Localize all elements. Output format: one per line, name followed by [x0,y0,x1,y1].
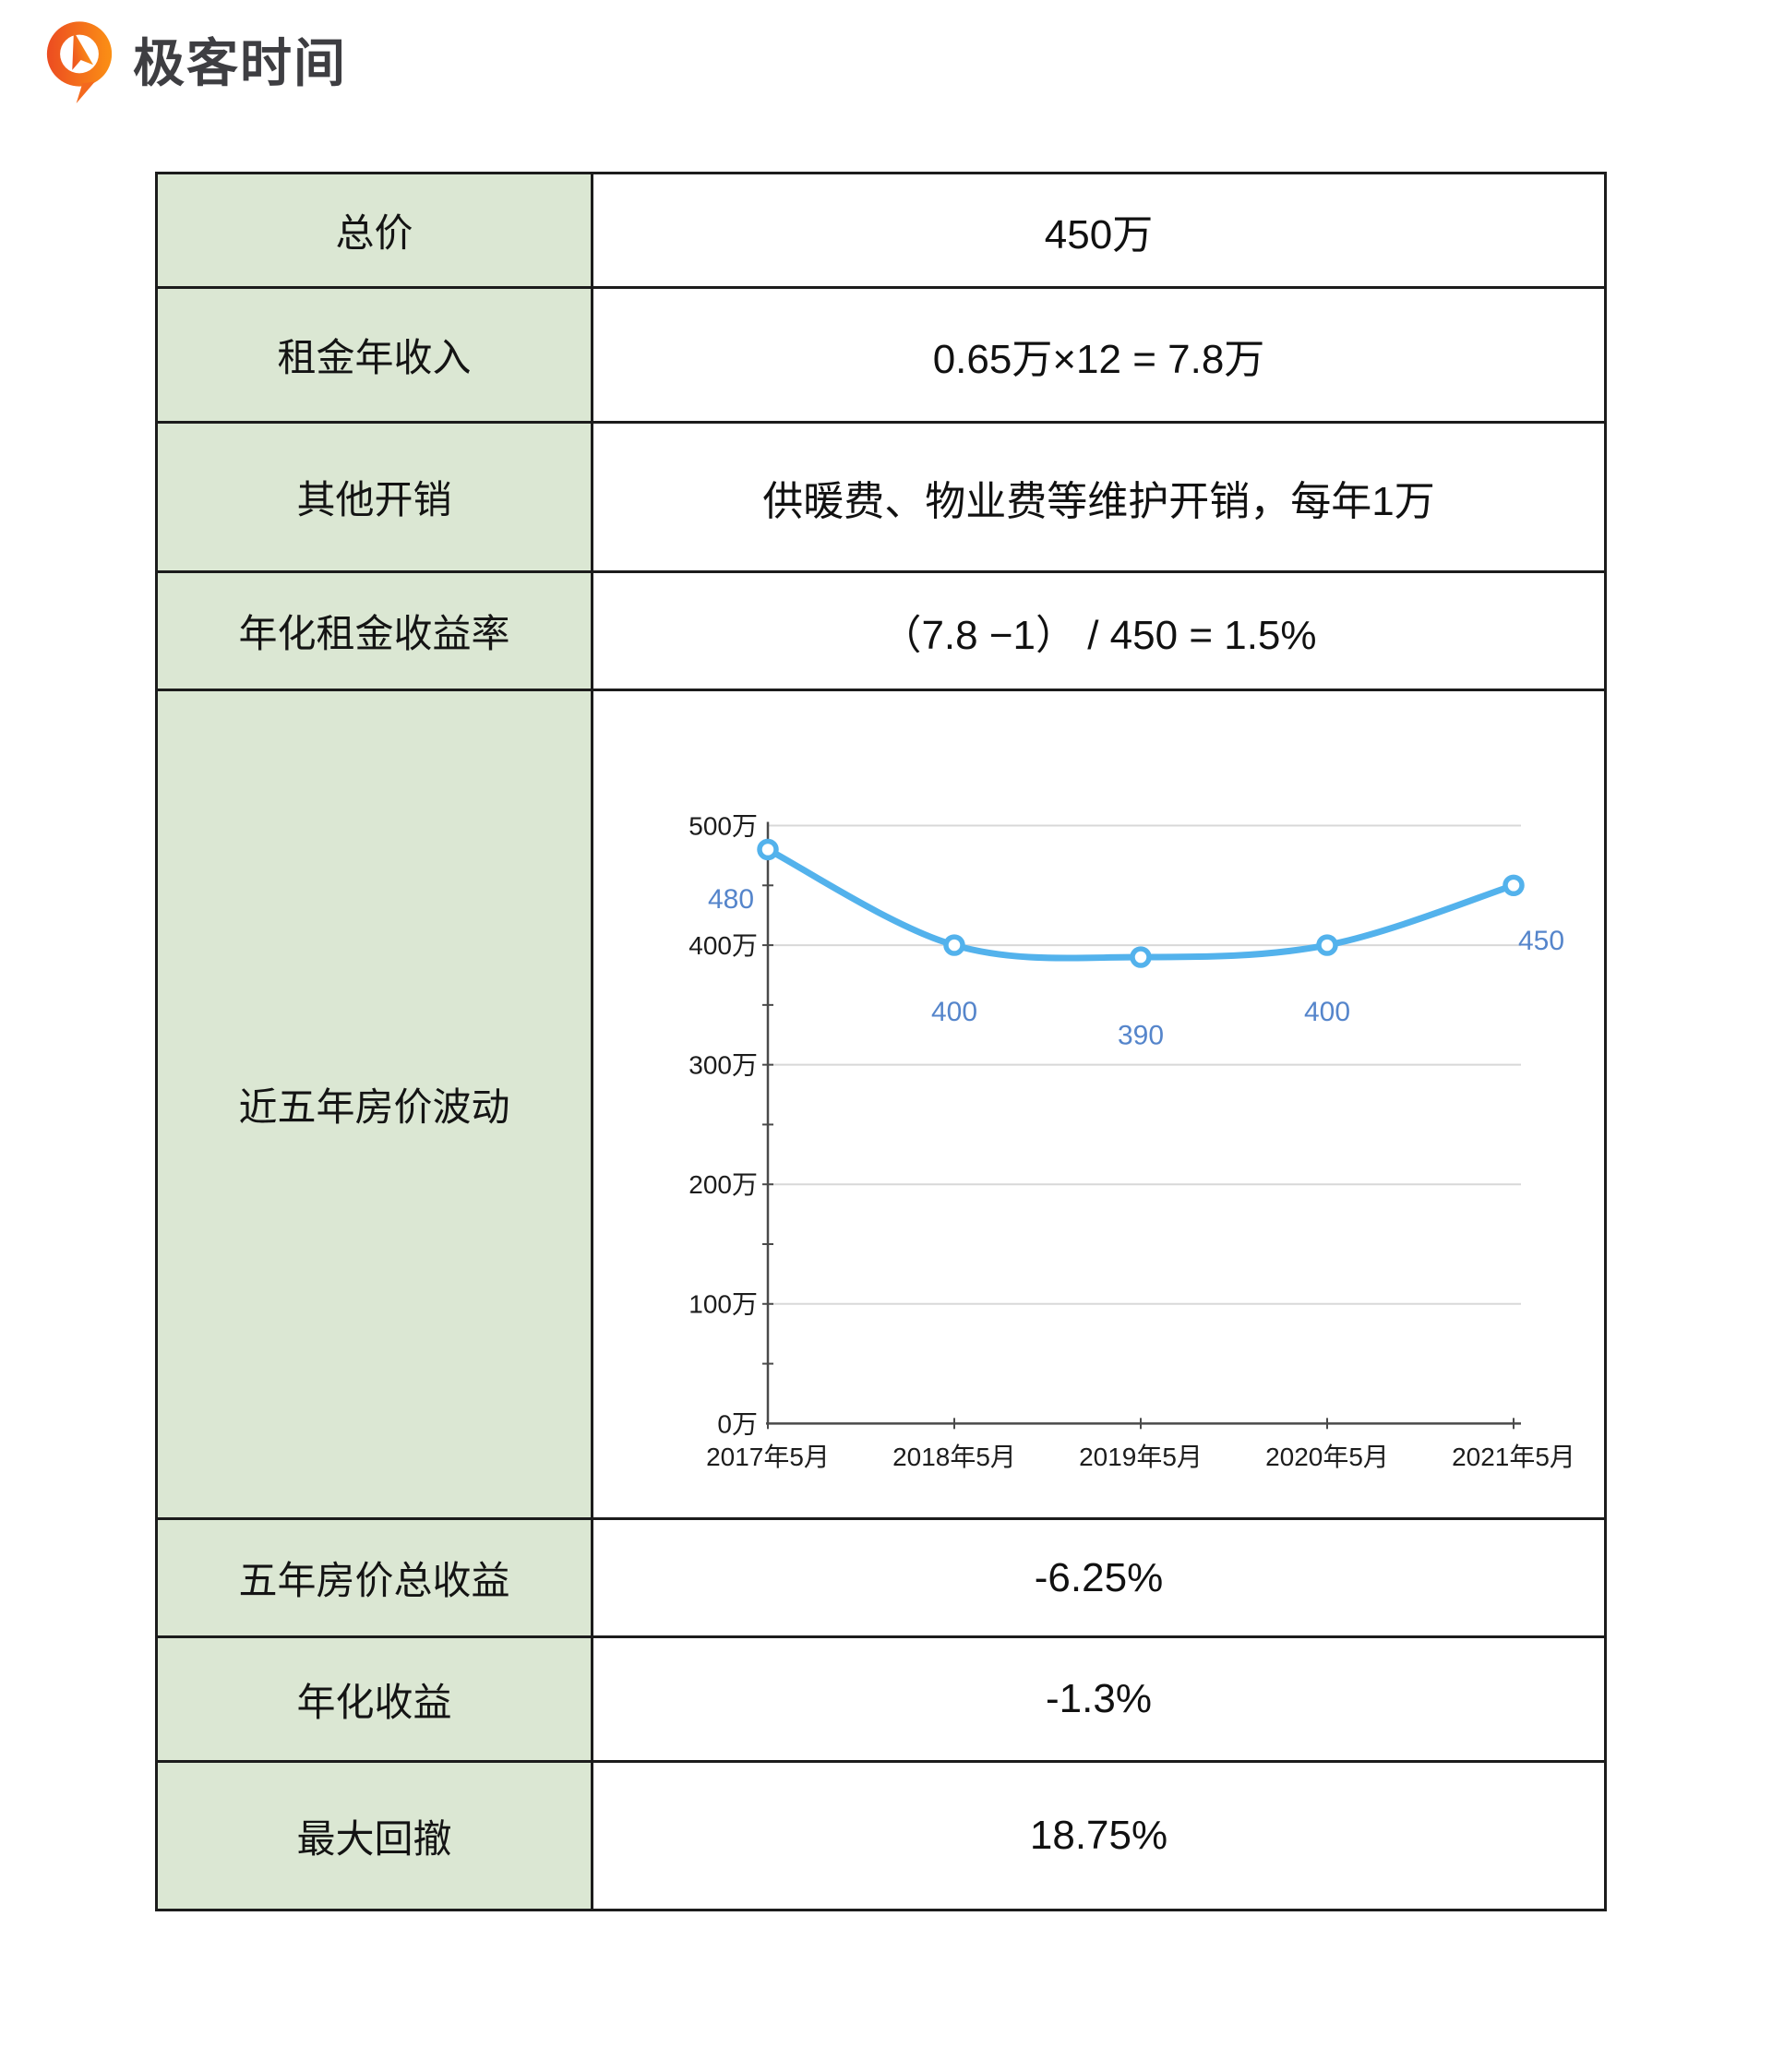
line-chart-canvas: 500万 400万 300万 200万 100万 0万 2017年5月 2018年5月 2019… [688,812,1575,1472]
table-row: 五年房价总收益 -6.25% [158,1517,1604,1635]
table-row: 年化租金收益率 （7.8 −1） / 450 = 1.5% [158,570,1604,689]
row-label-max-drawdown: 最大回撤 [158,1763,593,1909]
svg-text:480: 480 [708,884,754,915]
svg-text:2019年5月: 2019年5月 [1079,1443,1203,1471]
table-row: 租金年收入 0.65万×12 = 7.8万 [158,286,1604,421]
row-value-max-drawdown: 18.75% [1029,1813,1168,1858]
table-row: 近五年房价波动 500万 400万 300万 200万 100万 0万 2017年5月 201… [158,689,1604,1517]
row-label-other-expenses: 其他开销 [158,424,593,570]
svg-text:400: 400 [931,997,977,1027]
table-row: 最大回撤 18.75% [158,1760,1604,1909]
svg-text:400万: 400万 [688,931,758,960]
row-value-annualized-rent-yield: （7.8 −1） / 450 = 1.5% [880,612,1317,658]
svg-text:390: 390 [1118,1021,1164,1051]
svg-text:0万: 0万 [717,1409,758,1438]
geektime-logo-icon [46,21,113,103]
svg-text:300万: 300万 [688,1051,758,1080]
table-row: 总价 450万 [158,174,1604,286]
svg-text:2017年5月: 2017年5月 [706,1443,830,1471]
summary-table: 总价 450万 租金年收入 0.65万×12 = 7.8万 其他开销 供暖费、物… [155,172,1607,1911]
geektime-logo: 极客时间 [41,18,347,103]
geektime-logo-text: 极客时间 [133,34,347,92]
row-label-price-fluctuation: 近五年房价波动 [158,691,593,1517]
house-price-line-chart: 500万 400万 300万 200万 100万 0万 2017年5月 2018年5月 2019… [593,691,1604,1517]
row-label-annualized-return: 年化收益 [158,1638,593,1760]
row-value-other-expenses: 供暖费、物业费等维护开销，每年1万 [762,478,1435,524]
svg-text:2021年5月: 2021年5月 [1452,1443,1575,1471]
row-label-annualized-rent-yield: 年化租金收益率 [158,573,593,689]
svg-text:200万: 200万 [688,1170,758,1199]
svg-text:100万: 100万 [688,1290,758,1319]
svg-text:450: 450 [1518,926,1564,956]
svg-text:2020年5月: 2020年5月 [1265,1443,1389,1471]
row-value-total-price: 450万 [1044,211,1154,258]
svg-text:2018年5月: 2018年5月 [892,1443,1016,1471]
svg-text:400: 400 [1304,997,1350,1027]
table-row: 其他开销 供暖费、物业费等维护开销，每年1万 [158,421,1604,570]
row-label-annual-rent-income: 租金年收入 [158,289,593,421]
row-label-five-year-total-return: 五年房价总收益 [158,1520,593,1635]
svg-text:500万: 500万 [688,812,758,841]
row-value-annual-rent-income: 0.65万×12 = 7.8万 [932,336,1265,382]
row-value-price-fluctuation-chart: 500万 400万 300万 200万 100万 0万 2017年5月 2018年5月 2019… [593,691,1604,1517]
row-value-five-year-total-return: -6.25% [1034,1554,1164,1600]
row-label-total-price: 总价 [158,174,593,286]
table-row: 年化收益 -1.3% [158,1635,1604,1760]
row-value-annualized-return: -1.3% [1046,1676,1152,1721]
